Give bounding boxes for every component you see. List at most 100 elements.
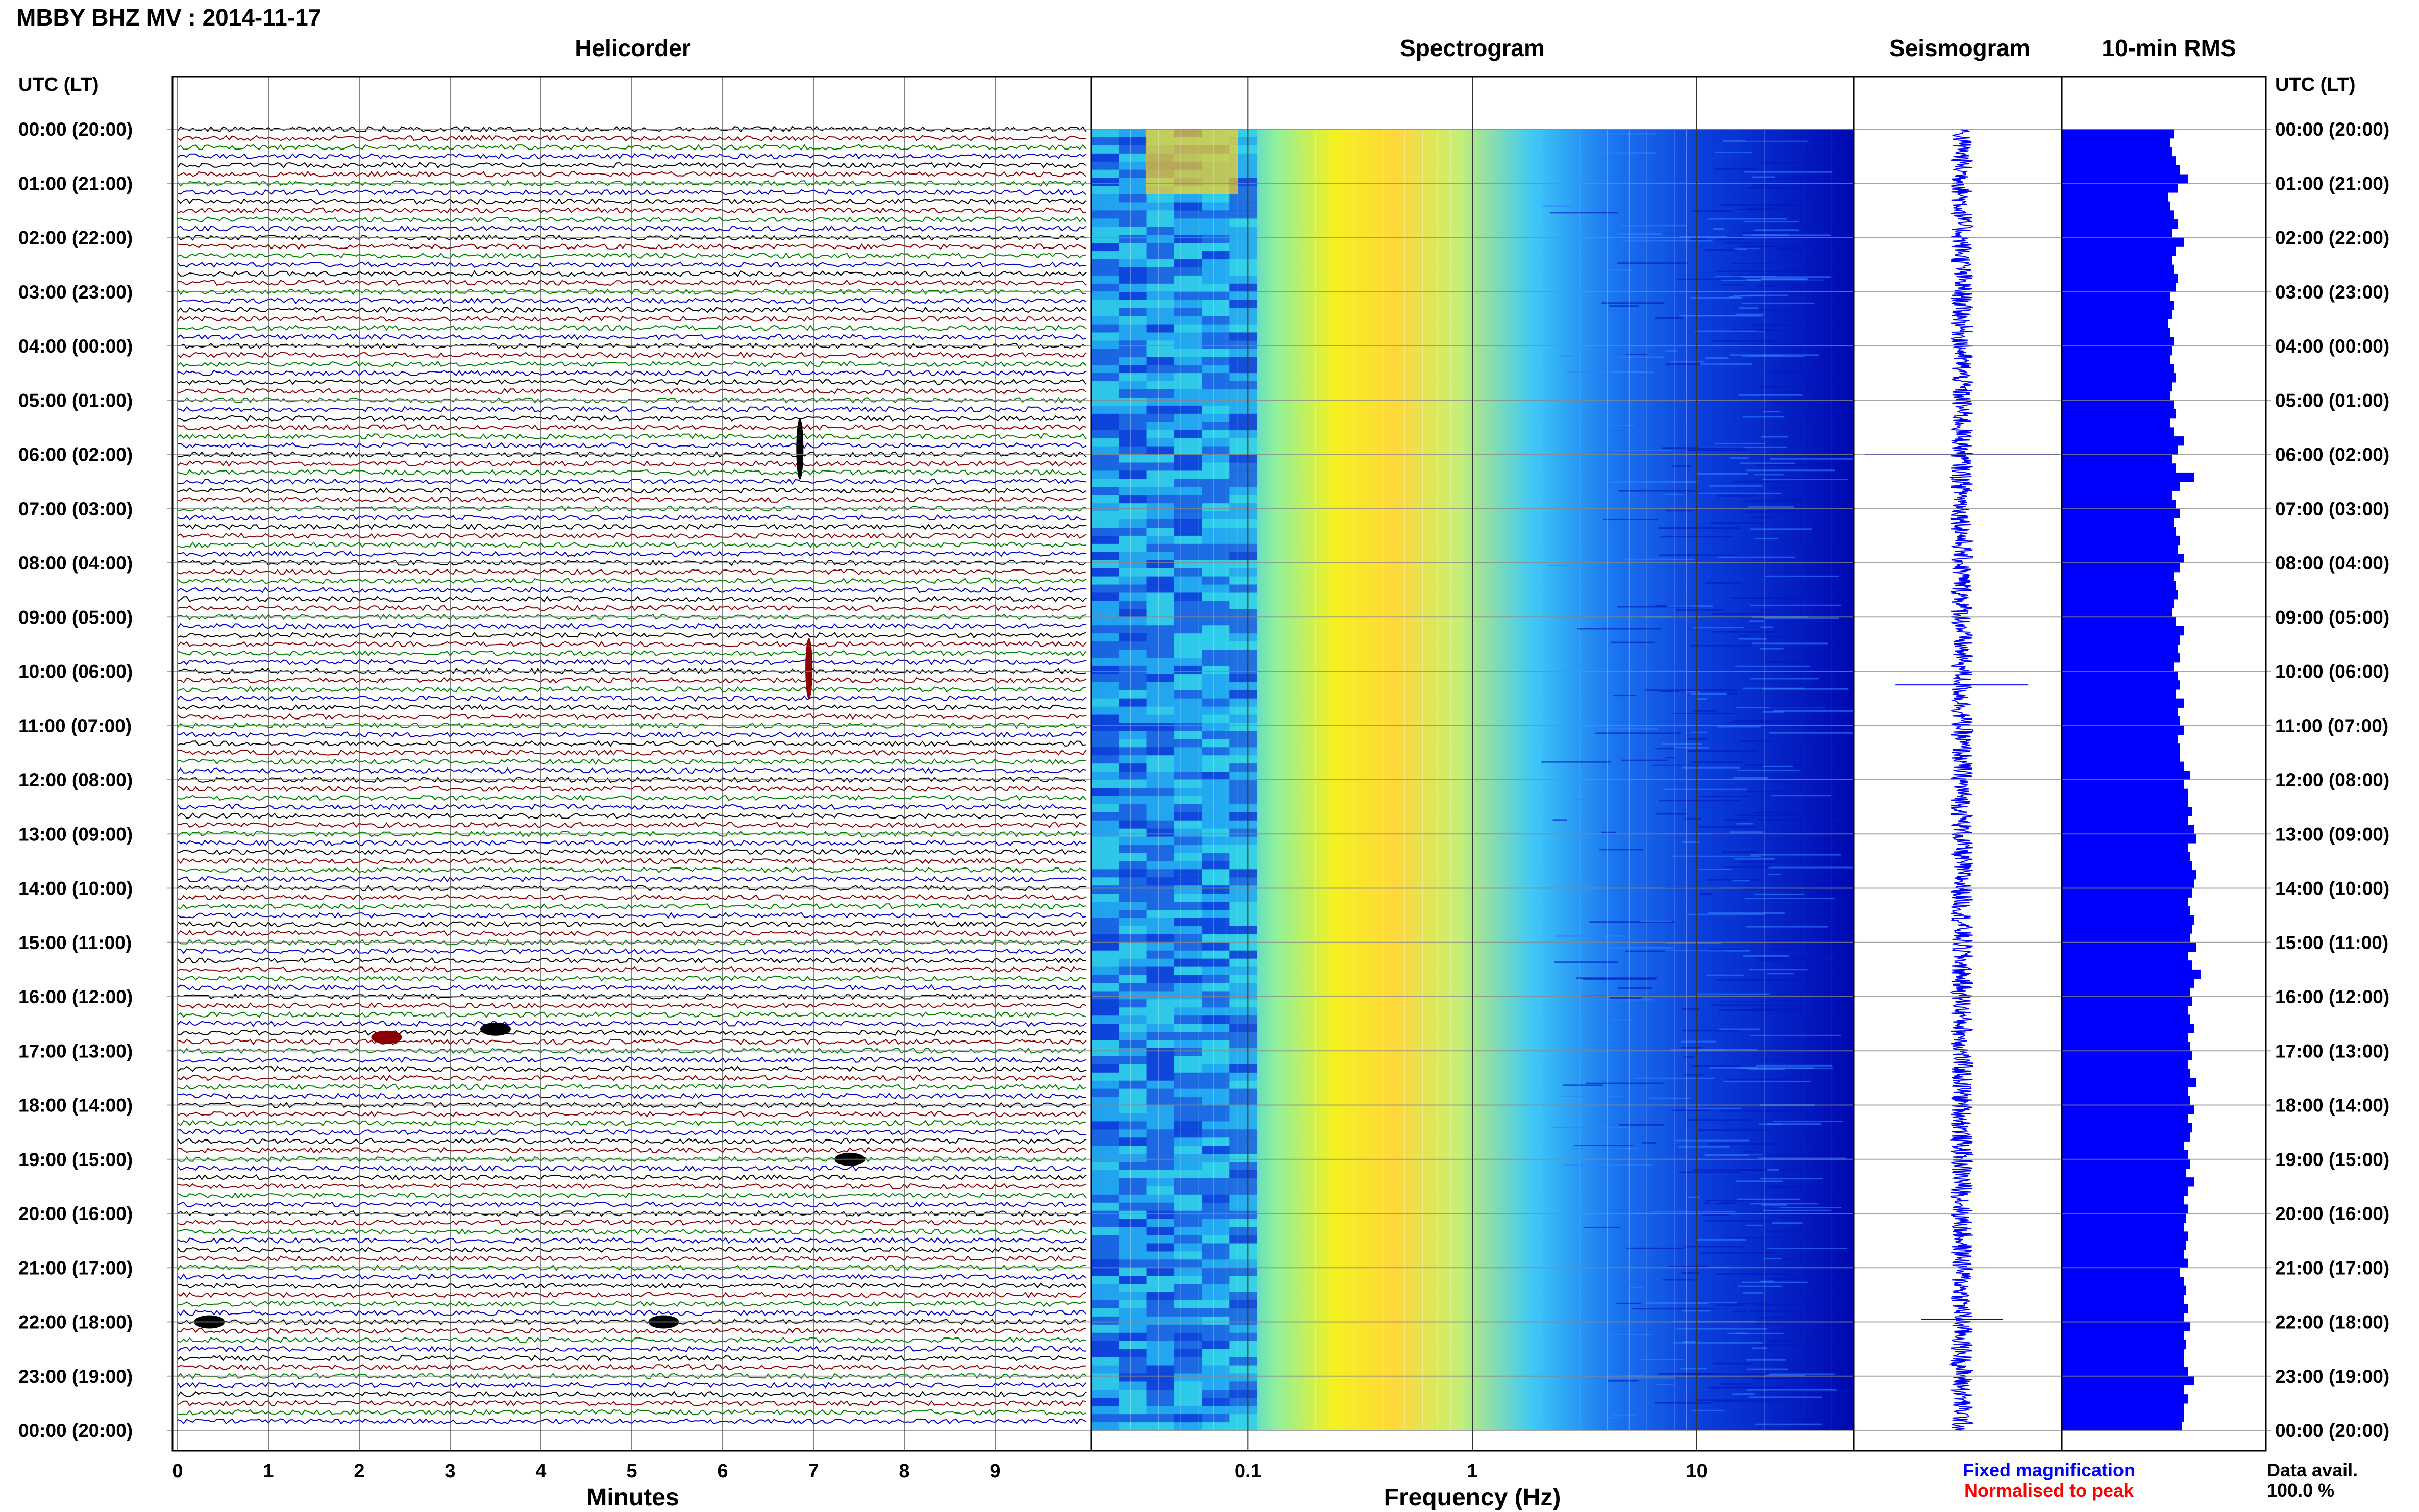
- spectrogram-streak: [1665, 757, 1677, 759]
- spectrogram-cell: [1091, 845, 1119, 853]
- spectrogram-cell: [1174, 389, 1202, 398]
- spectrogram-streak: [1764, 617, 1840, 619]
- helicorder-event: [805, 638, 813, 700]
- spectrogram-cell: [1202, 714, 1230, 723]
- spectrogram-cell: [1119, 1202, 1147, 1211]
- spectrogram-cell: [1229, 324, 1258, 333]
- spectrogram-cell: [1174, 592, 1202, 601]
- spectrogram-streak: [1723, 242, 1774, 244]
- rms-bar: [2062, 1241, 2186, 1250]
- spectrogram-cell: [1119, 641, 1147, 650]
- row-label-right: 22:00 (18:00): [2275, 1312, 2389, 1333]
- spectrogram-streak: [1736, 1180, 1784, 1182]
- spectrogram-cell: [1146, 1024, 1175, 1032]
- spectrogram-cell: [1174, 1227, 1202, 1235]
- spectrogram-cell: [1202, 682, 1230, 691]
- row-label-left: 07:00 (03:00): [18, 499, 133, 519]
- spectrogram-cell: [1146, 609, 1175, 617]
- spectrogram-streak: [1626, 353, 1647, 355]
- spectrogram-streak: [1707, 218, 1787, 220]
- spectrogram-cell: [1091, 698, 1119, 707]
- spectrogram-cell: [1229, 690, 1258, 699]
- panel-frame: [2061, 76, 2267, 1452]
- rms-bar: [2062, 572, 2174, 582]
- spectrogram-streak: [1716, 979, 1809, 981]
- hour-gridlines: [167, 77, 2271, 1451]
- spectrogram-cell: [1229, 1227, 1258, 1235]
- rms-bar: [2062, 969, 2201, 979]
- spectrogram-cell: [1229, 1332, 1258, 1342]
- spectrogram-cell: [1174, 503, 1202, 512]
- spectrogram-streak: [1752, 598, 1842, 600]
- spectrogram-streak: [1765, 1186, 1828, 1188]
- spectrogram-cell: [1202, 1276, 1230, 1284]
- spectrogram-streak: [1654, 748, 1684, 750]
- spectrogram-cell: [1174, 218, 1202, 227]
- rms-bar: [2062, 1367, 2188, 1377]
- spectrogram-cell: [1174, 1422, 1202, 1431]
- spectrogram-streak: [1691, 761, 1743, 763]
- spectrogram-cell: [1091, 1235, 1119, 1244]
- spectrogram-cell: [1174, 853, 1202, 861]
- spectrogram-streak: [1705, 1200, 1757, 1202]
- spectrogram-cell: [1174, 1178, 1202, 1187]
- spectrogram-cell: [1119, 535, 1147, 544]
- spectrogram-cell: [1202, 202, 1230, 211]
- spectrogram-streak: [1577, 628, 1661, 630]
- spectrogram-cell: [1146, 332, 1175, 341]
- spectrogram-cell: [1146, 958, 1175, 968]
- spectrogram-cell: [1202, 1332, 1230, 1342]
- spectrogram-cell: [1119, 731, 1147, 739]
- spectrogram-cell: [1174, 365, 1202, 374]
- rms-bar: [2062, 210, 2174, 220]
- spectrogram-streak: [1749, 294, 1788, 296]
- spectrogram-streak: [1682, 315, 1761, 317]
- spectrogram-cell: [1229, 1235, 1258, 1244]
- spectrogram-streak: [1736, 823, 1754, 825]
- row-label-right: 11:00 (07:00): [2275, 715, 2388, 736]
- spectrogram-cell: [1119, 975, 1147, 983]
- rms-bar: [2062, 671, 2178, 681]
- spectrogram-cell: [1229, 966, 1258, 975]
- spectrogram-streak: [1755, 957, 1834, 959]
- spectrogram-cell: [1229, 714, 1258, 723]
- spectrogram-cell: [1174, 511, 1202, 520]
- row-label-right: 10:00 (06:00): [2275, 661, 2389, 682]
- spectrogram-cell: [1119, 316, 1147, 325]
- spectrogram-cell: [1146, 218, 1175, 227]
- spectrogram-cell: [1146, 291, 1175, 301]
- spectrogram-cell: [1091, 275, 1119, 284]
- spectrogram-cell: [1174, 251, 1202, 260]
- spectrogram-streak: [1738, 740, 1773, 742]
- spectrogram-cell: [1119, 259, 1147, 268]
- spectrogram-cell: [1146, 975, 1175, 983]
- row-label-left: 08:00 (04:00): [18, 553, 133, 574]
- spectrogram-cell: [1202, 413, 1230, 423]
- spectrogram-streak: [1670, 361, 1705, 363]
- spectrogram-streak: [1763, 711, 1784, 713]
- spectrogram-streak: [1693, 710, 1717, 712]
- spectrogram-streak: [1702, 1214, 1729, 1216]
- spectrogram-cell: [1146, 885, 1175, 894]
- spectrogram-cell: [1202, 739, 1230, 748]
- spectrogram-streak: [1603, 519, 1658, 521]
- spectrogram-cell: [1229, 1202, 1258, 1211]
- spectrogram-cell: [1146, 894, 1175, 902]
- spectrogram-streak: [1768, 499, 1808, 501]
- spectrogram-cell: [1119, 1316, 1147, 1325]
- spectrogram-cell: [1119, 227, 1147, 235]
- spectrogram-cell: [1091, 861, 1119, 870]
- row-label-right: 21:00 (17:00): [2275, 1257, 2389, 1278]
- spectrogram-cell: [1091, 763, 1119, 772]
- spectrogram-cell: [1119, 1113, 1147, 1122]
- spectrogram-streak: [1708, 1067, 1758, 1069]
- spectrogram-cell: [1202, 845, 1230, 853]
- spectrogram-cell: [1119, 706, 1147, 715]
- spectrogram-streak: [1598, 999, 1653, 1001]
- spectrogram-cell: [1202, 861, 1230, 870]
- spectrogram-cell: [1119, 1032, 1147, 1040]
- spectrogram-cell: [1146, 340, 1175, 349]
- spectrogram-cell: [1119, 910, 1147, 919]
- spectrogram-streak: [1691, 731, 1707, 733]
